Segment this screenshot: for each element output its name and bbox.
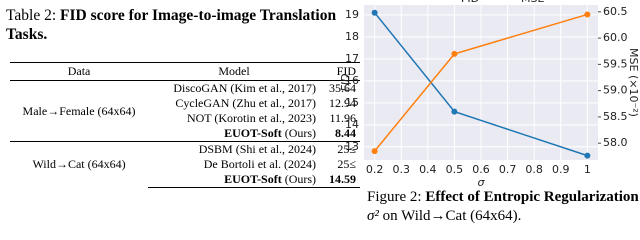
model-cell: NOT (Korotin et al., 2023) (148, 111, 320, 126)
table-row: Male→Female (64x64) DiscoGAN (Kim et al.,… (10, 80, 360, 142)
y-tick-label: 17 (345, 52, 359, 65)
caption-label: Table 2: (6, 7, 57, 24)
y-tick-label: 18 (345, 30, 359, 43)
y-tick-label: 14 (345, 118, 359, 131)
x-tick-label: 0.3 (392, 163, 410, 176)
chart: 0.2 0.3 0.4 0.5 0.6 0.7 0.8 0.9 1 13 14 15 16 17 18 19 5… (340, 0, 640, 186)
x-axis-label: σ (478, 176, 486, 186)
data-point (371, 9, 378, 16)
page: {"table_caption": {"label": "Table 2:", … (6, 0, 640, 226)
model-cell: EUOT-Soft (Ours) (148, 126, 320, 142)
y2-tick-label: 60.5 (603, 5, 628, 18)
fid-cell: 25≤ (320, 141, 360, 157)
caption-text: FID score for Image-to-image Translation… (6, 7, 337, 43)
model-cell: De Bortoli et al. (2024) (148, 157, 320, 172)
table-row: De Bortoli et al. (2024) 25≤ (10, 157, 360, 172)
fid-cell: 14.59 (320, 172, 360, 188)
x-tick-label: 0.2 (366, 163, 384, 176)
model-name: DiscoGAN (Kim et al., 2017) (173, 81, 317, 95)
table-caption: Table 2: FID score for Image-to-image Tr… (6, 6, 366, 44)
model-name: NOT (Korotin et al., 2023) (186, 111, 317, 125)
x-tick-label: 1 (584, 163, 591, 176)
results-table: Data Model FID Male→Female (64x64) DiscoG… (10, 62, 360, 188)
data-point (451, 108, 458, 115)
data-point (584, 11, 591, 18)
x-tick-label: 0.6 (472, 163, 490, 176)
y-axis-label: FID (340, 73, 352, 91)
model-cell: CycleGAN (Zhu et al., 2017) (148, 96, 320, 111)
fid-cell: 25≤ (337, 157, 356, 171)
table-row: EUOT-Soft (Ours) 8.44 (10, 126, 360, 142)
legend-label: FID (461, 0, 479, 5)
model-cell: EUOT-Soft (Ours) (148, 172, 321, 188)
model-name: EUOT-Soft (224, 126, 282, 140)
x-tick-label: 0.9 (552, 163, 570, 176)
y2-axis-label: MSE (×10⁻²) (627, 48, 640, 117)
model-name: De Bortoli et al. (2024) (203, 157, 317, 171)
model-name: DSBM (Shi et al., 2024) (198, 142, 317, 156)
header-cell: Data (10, 62, 149, 81)
caption-text: on Wild→Cat (64x64). (382, 208, 522, 224)
table-row: CycleGAN (Zhu et al., 2017) 12.94 (10, 96, 360, 111)
y2-tick-label: 60.0 (603, 31, 628, 44)
y2-tick-label: 58.0 (603, 136, 628, 149)
y-tick-label: 19 (345, 8, 359, 21)
model-name: EUOT-Soft (224, 172, 282, 186)
data-point (584, 152, 591, 159)
model-cell: DSBM (Shi et al., 2024) (148, 141, 321, 157)
model-name: CycleGAN (Zhu et al., 2017) (175, 96, 317, 110)
x-tick-label: 0.5 (446, 163, 464, 176)
y2-tick-label: 59.5 (603, 57, 628, 70)
legend-label: MSE (521, 0, 544, 5)
header-cell: Model (148, 62, 321, 81)
x-tick-label: 0.7 (499, 163, 517, 176)
x-tick-label: 0.4 (419, 163, 437, 176)
model-cell: DiscoGAN (Kim et al., 2017) (148, 80, 321, 96)
fid-cell: 11.96 (329, 111, 356, 125)
y-tick-label: 16 (345, 74, 359, 87)
y-tick-label: 15 (345, 96, 359, 109)
x-tick-label: 0.8 (525, 163, 543, 176)
header-cell: FID (320, 62, 360, 81)
table-row: NOT (Korotin et al., 2023) 11.96 (10, 111, 360, 126)
header-row: Data Model FID (10, 62, 360, 81)
y-tick-label: 13 (345, 140, 359, 153)
caption-bold: Effect of Entropic Regularization (425, 189, 639, 205)
table-row: Wild→Cat (64x64) DSBM (Shi et al., 2024) 2… (10, 141, 360, 188)
y2-tick-label: 58.5 (603, 110, 628, 123)
y2-tick-label: 59.0 (603, 84, 628, 97)
fid-cell: 12.94 (329, 96, 356, 110)
fid-cell: 8.44 (335, 126, 356, 140)
data-cell: Male→Female (64x64) (10, 80, 149, 142)
data-point (371, 148, 378, 155)
model-note: (Ours) (284, 126, 317, 140)
fid-cell: 35.64 (320, 80, 360, 96)
table-row: EUOT-Soft (Ours) 14.59 (10, 172, 360, 188)
figure-caption: Figure 2: Effect of Entropic Regularizat… (367, 188, 639, 226)
caption-label: Figure 2: (367, 189, 422, 205)
caption-math: σ² (367, 208, 379, 224)
data-cell: Wild→Cat (64x64) (10, 141, 149, 188)
model-note: (Ours) (284, 172, 317, 186)
data-point (451, 50, 458, 57)
